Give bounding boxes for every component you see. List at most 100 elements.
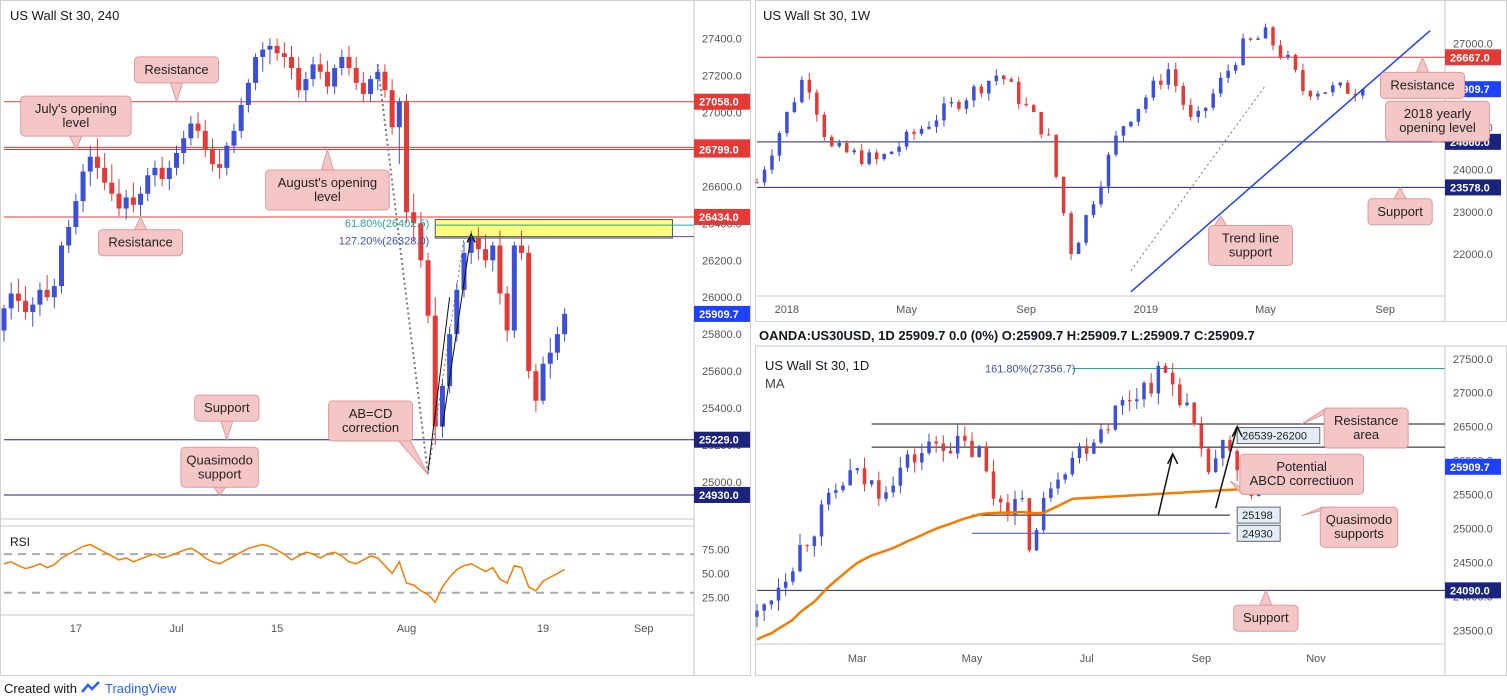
price-tag-background (1445, 179, 1501, 196)
candle-body (1206, 448, 1211, 473)
candle-body (1278, 45, 1283, 58)
callout-text: Support (1377, 204, 1423, 219)
price-tag-label: 23578.0 (1450, 182, 1490, 194)
candle-body (1127, 399, 1132, 402)
candle-body (1142, 382, 1146, 400)
candle-body (1151, 80, 1156, 98)
candle-body (762, 604, 766, 611)
candle-body (1106, 154, 1111, 187)
callout-text: level (63, 115, 90, 130)
candle-body (912, 131, 916, 134)
candle-body (425, 260, 431, 316)
candle-body (1338, 82, 1343, 86)
callout-text: Quasimodo (1326, 512, 1392, 527)
candle-body (310, 64, 316, 80)
level-box (1236, 524, 1281, 542)
daily-chart[interactable]: 27500.027000.026500.026000.025500.025000… (755, 324, 1507, 676)
candle-body (526, 252, 532, 372)
current-price-tag (694, 305, 750, 322)
candle-body (841, 485, 845, 491)
candle-body (152, 167, 158, 176)
candle-body (1077, 446, 1082, 458)
candle-body (94, 156, 100, 168)
y-tick-label: 23000.0 (1453, 207, 1493, 219)
x-tick-label: Sep (1192, 653, 1212, 665)
candle-body (1241, 38, 1245, 65)
h4-chart-panel[interactable]: 27400.027200.027000.026800.026600.026400… (0, 0, 751, 676)
callout-text: Support (204, 400, 250, 415)
candle-body (837, 142, 842, 147)
footer-brand[interactable]: TradingView (104, 680, 177, 696)
candle-body (102, 167, 108, 183)
daily-chart-panel[interactable]: 27500.027000.026500.026000.025500.025000… (755, 324, 1507, 676)
candle-body (848, 470, 852, 486)
candle-body (130, 197, 136, 205)
candle-body (368, 79, 374, 94)
candle-body (979, 86, 984, 94)
candle-body (1221, 440, 1225, 459)
candle-body (1092, 442, 1096, 454)
chart-title: US Wall St 30, 1D (765, 358, 869, 373)
weekly-chart-panel[interactable]: 27000.026000.025000.024000.023000.022000… (755, 0, 1507, 322)
candle-body (461, 252, 467, 290)
price-tag-label: 25229.0 (699, 435, 739, 447)
candle-body (289, 56, 294, 69)
callout-text: 2018 yearly (1404, 106, 1472, 121)
candle-body (1084, 446, 1089, 454)
candle-body (1091, 204, 1096, 216)
candle-body (332, 68, 338, 87)
price-tag-background (1445, 49, 1501, 66)
y-tick-label: 25600.0 (702, 366, 742, 378)
candle-body (785, 112, 789, 134)
candle-body (791, 571, 795, 582)
rsi-tick-label: 50.00 (702, 568, 730, 580)
candle-body (1235, 450, 1239, 471)
candle-body (867, 152, 871, 164)
callout-text: opening level (1399, 120, 1476, 135)
price-tag-background (694, 93, 750, 110)
abcd-leg-line (441, 234, 472, 427)
candle-body (324, 71, 330, 87)
candle-body (1006, 502, 1010, 516)
candle-body (1218, 77, 1223, 94)
h4-chart[interactable]: 27400.027200.027000.026800.026600.026400… (0, 0, 751, 676)
callout-box (20, 95, 132, 137)
candle-body (826, 492, 831, 505)
tradingview-logo-icon (81, 681, 100, 693)
candle-body (1046, 134, 1051, 136)
x-tick-label: Sep (634, 623, 654, 635)
candle-body (934, 441, 938, 444)
y-tick-label: 27000.0 (1453, 38, 1493, 50)
candle-body (15, 293, 21, 301)
y-tick-label: 27400.0 (702, 33, 742, 45)
rsi-tick-label: 25.00 (702, 593, 730, 605)
callout-text: Support (1243, 610, 1289, 625)
y-tick-label: 25500.0 (1453, 490, 1493, 502)
arrow-head-icon (1166, 452, 1179, 465)
candle-body (792, 102, 797, 113)
candle-body (145, 175, 151, 194)
weekly-chart[interactable]: 27000.026000.025000.024000.023000.022000… (755, 0, 1507, 322)
candle-body (807, 79, 812, 93)
candle-body (260, 49, 266, 57)
callout-box (1380, 71, 1466, 99)
callout-text: support (1229, 244, 1273, 259)
y-tick-label: 23500.0 (1453, 625, 1493, 637)
y-tick-label: 25400.0 (702, 403, 742, 415)
level-box (1236, 427, 1321, 445)
callout-box (180, 446, 259, 488)
candle-body (253, 56, 259, 83)
fib-level-label: 161.80%(27356.7) (985, 364, 1076, 376)
candle-body (844, 142, 849, 153)
callout-box (1239, 453, 1364, 495)
candle-body (942, 103, 946, 121)
candle-body (822, 114, 827, 137)
candle-body (783, 581, 788, 588)
candle-body (138, 193, 144, 205)
callout-text: AB=CD (349, 406, 393, 421)
price-tag-label: 26434.0 (699, 212, 739, 224)
candle-body (1114, 135, 1118, 155)
